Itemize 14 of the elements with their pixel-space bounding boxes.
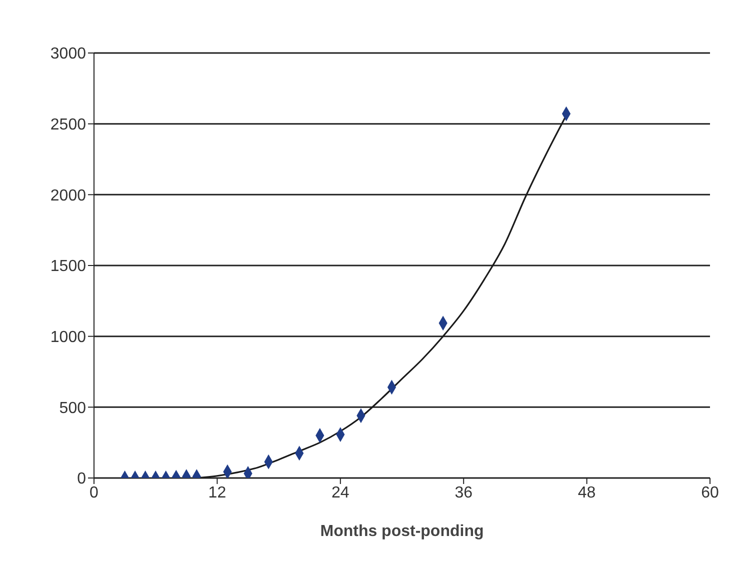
x-tick-label: 12 [208, 484, 226, 502]
y-tick-label: 1500 [50, 258, 86, 276]
y-tick-label: 0 [77, 470, 86, 488]
x-tick-label: 36 [454, 484, 473, 502]
y-tick-label: 1000 [50, 329, 86, 346]
y-tick-label: 500 [59, 400, 86, 417]
x-tick-label: 24 [332, 484, 350, 502]
x-tick-label: 60 [701, 484, 719, 502]
y-tick-label: 3000 [50, 46, 86, 63]
y-tick-label: 2500 [50, 116, 86, 134]
y-tick-label: 2000 [50, 187, 86, 204]
x-tick-label: 48 [578, 484, 596, 502]
x-axis-title: Months post-ponding [320, 523, 484, 540]
x-tick-label: 0 [90, 484, 99, 502]
